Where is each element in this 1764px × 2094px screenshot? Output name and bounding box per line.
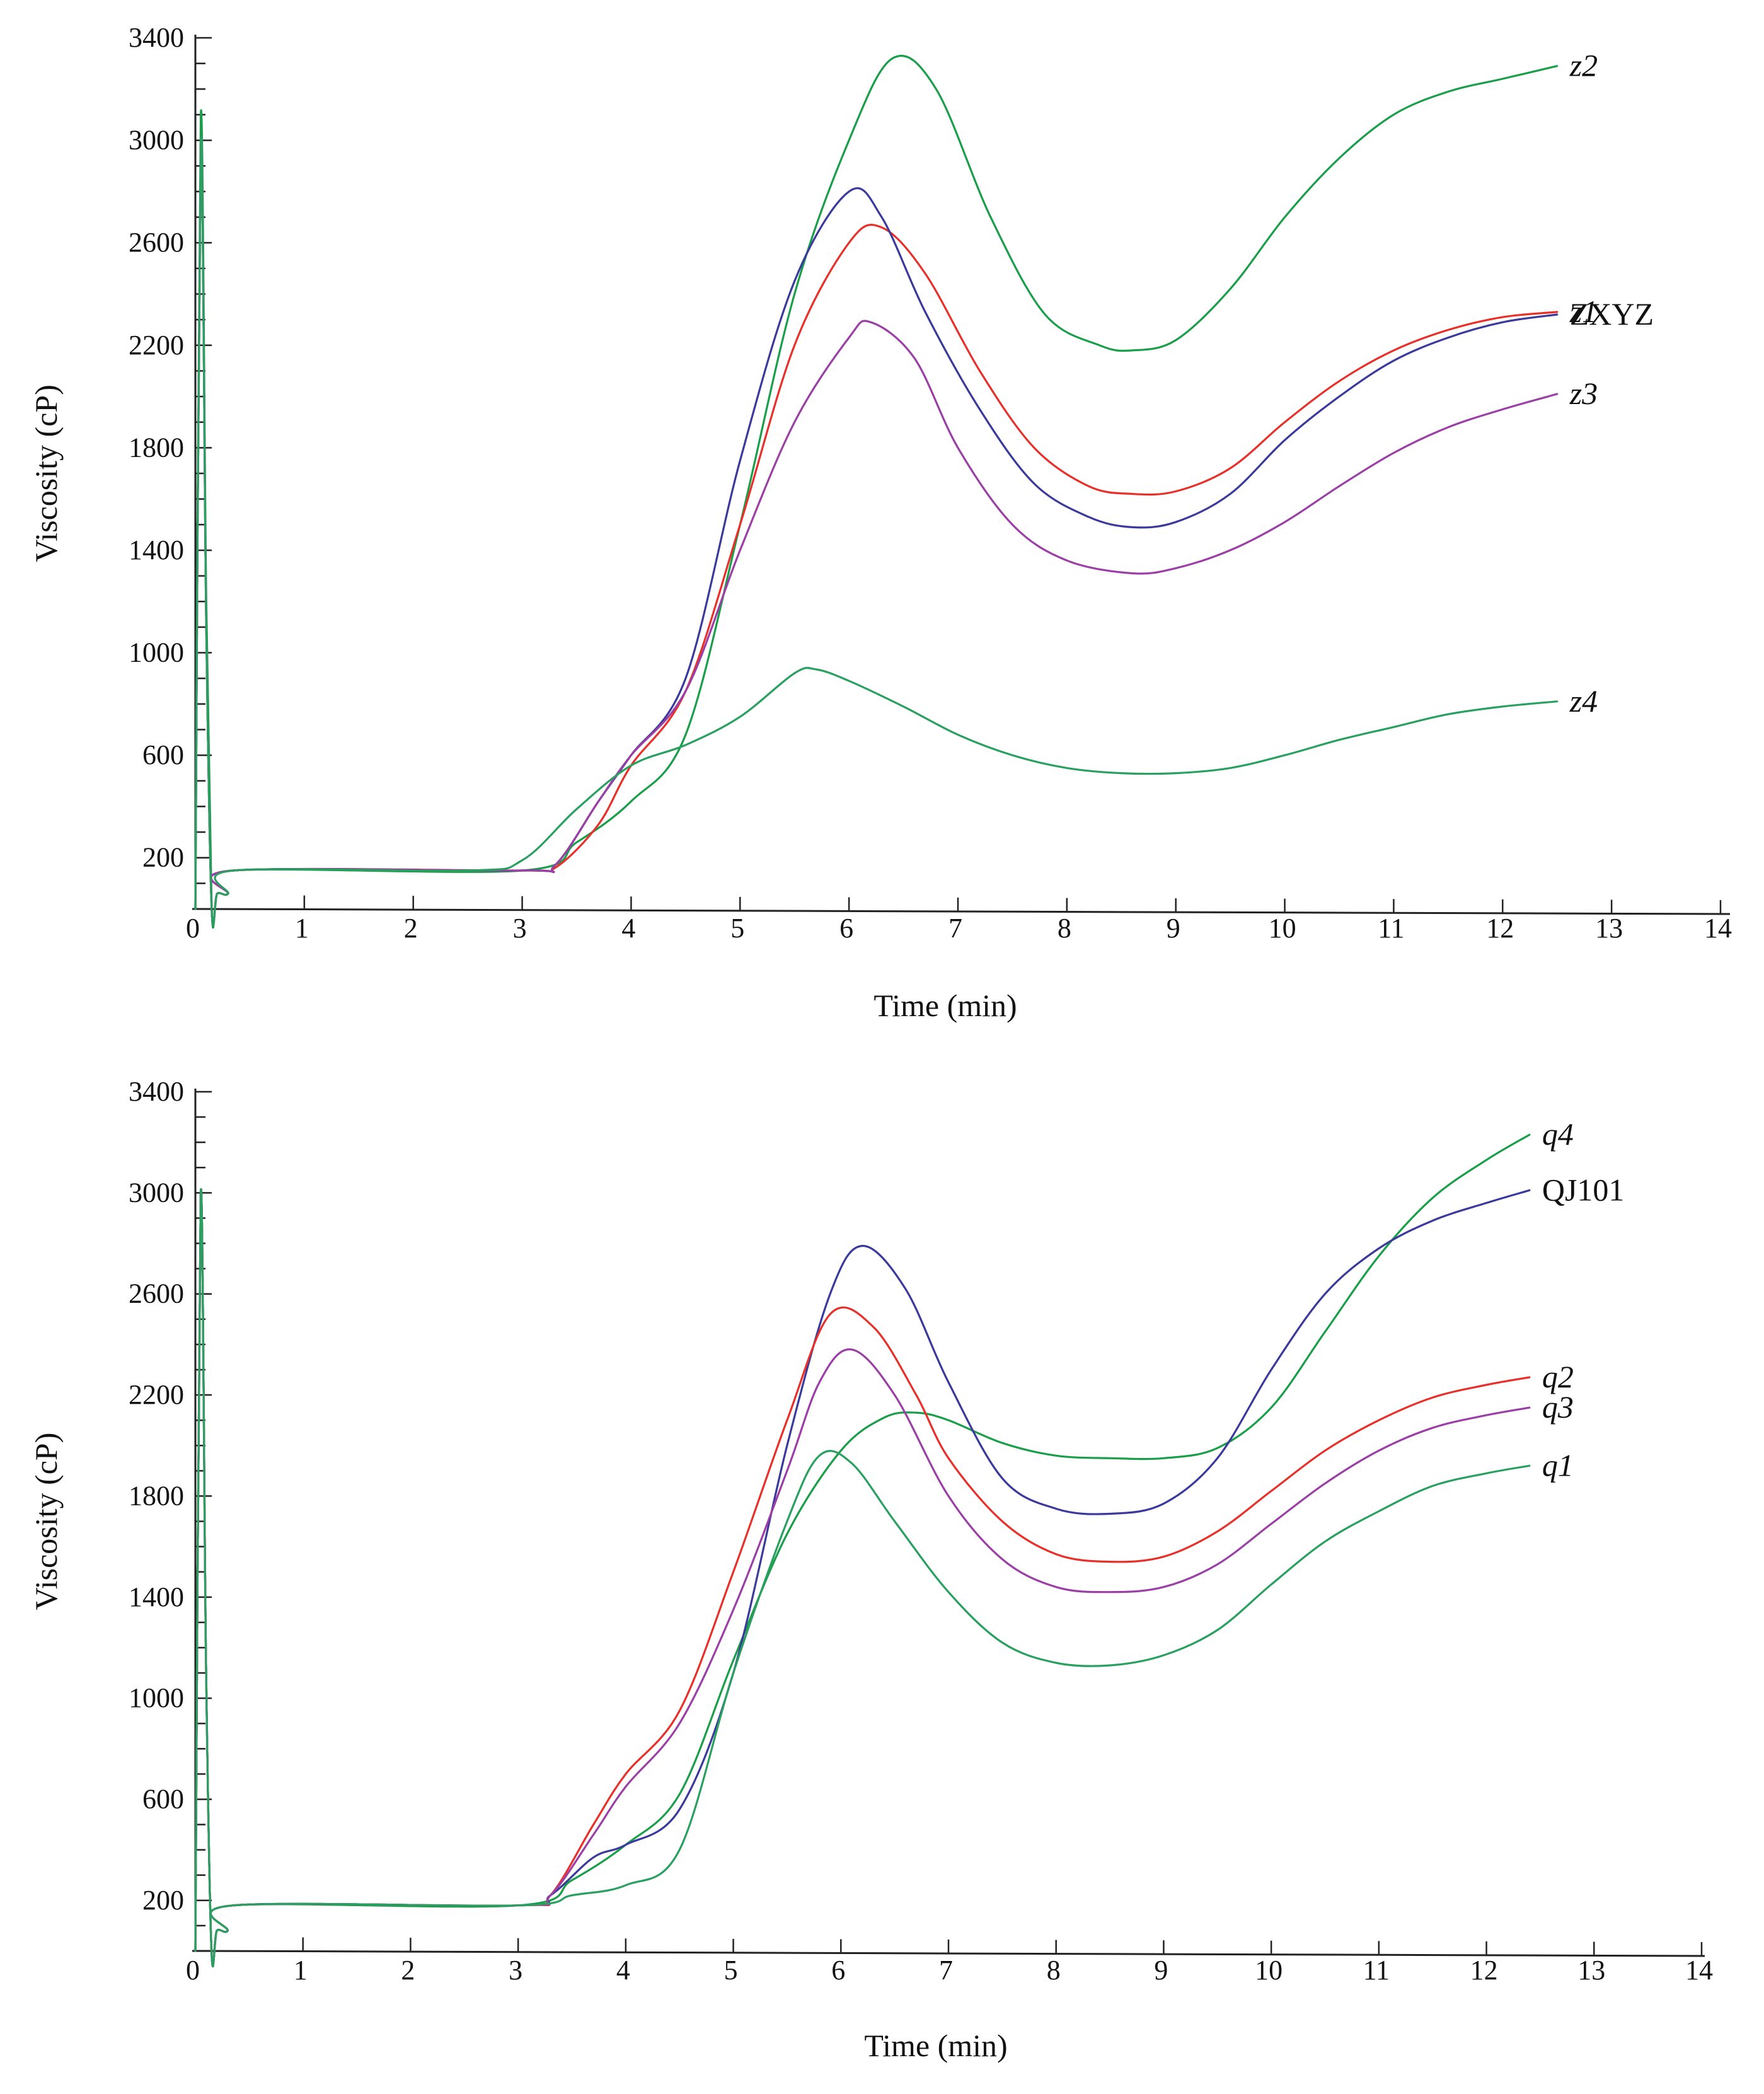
x-tick-label: 6 xyxy=(831,1955,845,1986)
y-tick-label: 1400 xyxy=(129,1582,184,1612)
x-tick-label: 9 xyxy=(1167,913,1180,944)
x-tick-label: 6 xyxy=(839,913,853,944)
series-label-q3: q3 xyxy=(1542,1389,1574,1425)
x-axis-title: Time (min) xyxy=(864,2028,1007,2063)
series-label-z1: z1 xyxy=(1569,294,1598,329)
x-tick-label: 11 xyxy=(1363,1955,1390,1986)
y-tick-label: 200 xyxy=(142,842,184,873)
series-line-z1 xyxy=(194,136,1559,927)
y-tick-label: 1000 xyxy=(129,637,184,668)
x-tick-label: 9 xyxy=(1154,1955,1168,1986)
y-tick-label: 3000 xyxy=(129,1177,184,1208)
y-tick-label: 2200 xyxy=(129,1379,184,1410)
y-tick-label: 200 xyxy=(142,1885,184,1916)
y-tick-label: 1800 xyxy=(129,1480,184,1511)
series-label-q1: q1 xyxy=(1542,1447,1574,1483)
x-tick-label: 3 xyxy=(509,1955,522,1986)
y-tick-label: 3400 xyxy=(129,22,184,53)
y-tick-label: 2200 xyxy=(129,330,184,361)
x-tick-label: 12 xyxy=(1470,1955,1498,1986)
x-tick-label: 3 xyxy=(513,913,527,944)
x-tick-label: 8 xyxy=(1047,1955,1061,1986)
x-tick-label: 10 xyxy=(1269,913,1296,944)
x-axis xyxy=(192,908,1731,915)
x-tick-label: 5 xyxy=(724,1955,738,1986)
series-line-qj101 xyxy=(194,1188,1531,1968)
series-line-q3 xyxy=(194,1188,1531,1968)
series-label-qj101: QJ101 xyxy=(1542,1172,1625,1207)
series-line-z4 xyxy=(194,136,1559,927)
x-tick-label: 2 xyxy=(404,913,418,944)
x-axis-title: Time (min) xyxy=(873,988,1017,1023)
x-tick-label: 13 xyxy=(1577,1955,1605,1986)
y-tick-label: 1800 xyxy=(129,432,184,463)
x-tick-label: 7 xyxy=(939,1955,953,1986)
x-tick-label: 1 xyxy=(294,1955,308,1986)
y-tick-label: 2600 xyxy=(129,227,184,258)
x-tick-label: 0 xyxy=(186,913,200,944)
y-tick-label: 1400 xyxy=(129,535,184,565)
x-tick-label: 10 xyxy=(1255,1955,1283,1986)
series-label-z3: z3 xyxy=(1569,376,1598,411)
y-tick-label: 3400 xyxy=(129,1076,184,1107)
series-label-q2: q2 xyxy=(1542,1359,1574,1394)
y-tick-label: 1000 xyxy=(129,1682,184,1713)
y-tick-label: 3000 xyxy=(129,125,184,156)
series-line-zxyz xyxy=(194,136,1559,927)
x-tick-label: 14 xyxy=(1685,1955,1713,1986)
x-tick-label: 12 xyxy=(1486,913,1514,944)
x-tick-label: 1 xyxy=(295,913,309,944)
series-label-zxyz: ZXYZ xyxy=(1570,296,1654,332)
series-label-q4: q4 xyxy=(1542,1116,1574,1152)
series-line-q4 xyxy=(194,1133,1531,1968)
x-tick-label: 13 xyxy=(1595,913,1623,944)
x-tick-label: 7 xyxy=(948,913,962,944)
series-label-z2: z2 xyxy=(1569,48,1598,83)
x-tick-label: 14 xyxy=(1704,913,1732,944)
x-tick-label: 8 xyxy=(1058,913,1071,944)
x-tick-label: 4 xyxy=(616,1955,630,1986)
y-tick-label: 600 xyxy=(142,739,184,770)
x-tick-label: 2 xyxy=(401,1955,415,1986)
series-line-z3 xyxy=(194,136,1559,927)
series-line-q1 xyxy=(194,1188,1531,1968)
x-tick-label: 5 xyxy=(730,913,744,944)
x-tick-label: 0 xyxy=(186,1955,200,1986)
y-tick-label: 600 xyxy=(142,1783,184,1814)
series-line-z2 xyxy=(194,54,1559,929)
y-axis-title: Viscosity (cP) xyxy=(28,1433,64,1611)
y-tick-label: 2600 xyxy=(129,1278,184,1309)
series-line-q2 xyxy=(194,1188,1531,1968)
y-axis-title: Viscosity (cP) xyxy=(28,385,64,562)
x-tick-label: 11 xyxy=(1378,913,1404,944)
x-tick-label: 4 xyxy=(621,913,635,944)
series-label-z4: z4 xyxy=(1569,683,1598,719)
